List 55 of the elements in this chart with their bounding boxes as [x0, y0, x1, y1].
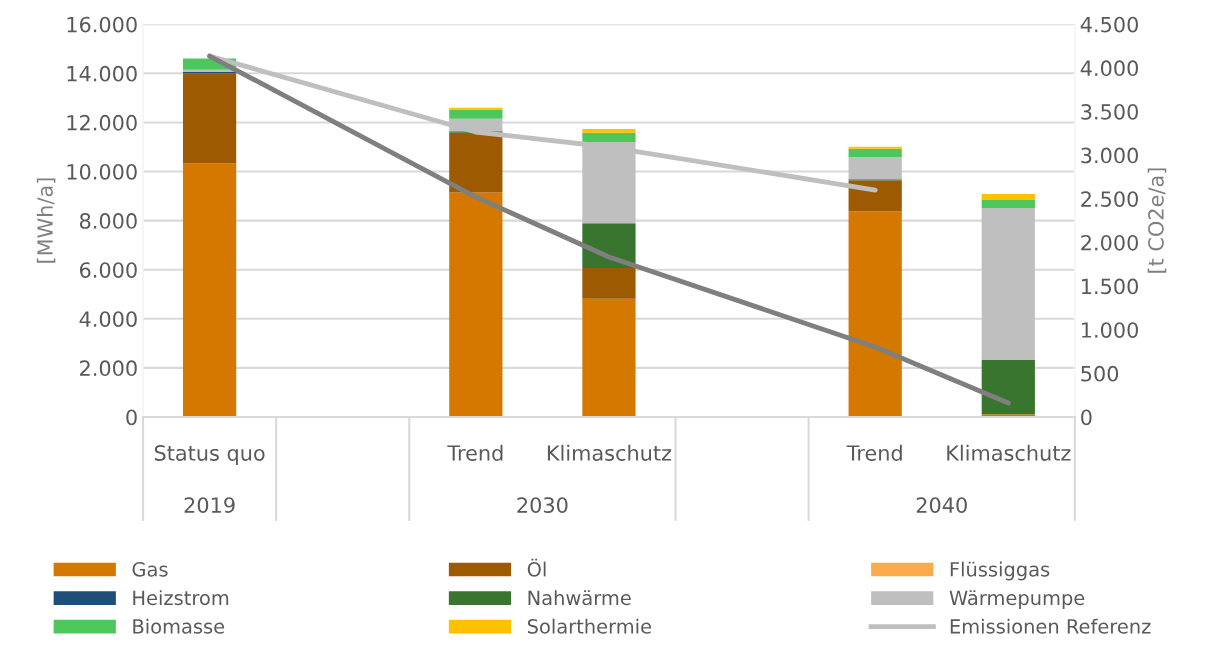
- bar: [981, 199, 1035, 209]
- y2-tick-label: 4.500: [1080, 16, 1138, 33]
- bar: [848, 148, 902, 158]
- y-tick-label: 2.000: [80, 360, 137, 377]
- y-tick-label: 14.000: [67, 65, 137, 82]
- bar: [981, 208, 1035, 361]
- y-tick-label: 6.000: [79, 262, 137, 278]
- y-tick-label: 0: [126, 409, 137, 426]
- bar: [848, 211, 902, 417]
- bar: [582, 298, 636, 417]
- y2-tick-label: 0: [1081, 409, 1092, 426]
- text: 2030: [517, 497, 568, 513]
- y2-tick-label: 1.000: [1082, 322, 1138, 338]
- y2-tick-label: 2.000: [1081, 234, 1138, 251]
- bar: [182, 73, 237, 164]
- y2-tick-label: 3.500: [1081, 103, 1138, 120]
- y2-tick-label: 1.500: [1082, 278, 1138, 295]
- x-tick-label: Trend: [447, 444, 503, 461]
- y-tick-label: 10.000: [67, 163, 137, 180]
- x-tick-label: Status quo: [154, 445, 265, 465]
- legend-label: Flüssiggas: [950, 561, 1050, 581]
- bar: [848, 157, 902, 180]
- legend-label: Öl: [527, 558, 546, 577]
- x-tick-label: Klimaschutz: [547, 444, 672, 461]
- legend-label: Emissionen Referenz: [950, 618, 1151, 634]
- x-tick-label: Trend: [846, 444, 902, 461]
- text: 2040: [916, 497, 967, 513]
- y2-axis-title: [t CO2e/a]: [1147, 168, 1167, 273]
- y2-tick-label: 2.500: [1081, 191, 1138, 207]
- bar: [981, 360, 1035, 415]
- bar: [449, 192, 503, 417]
- bar: [449, 109, 503, 119]
- bar: [182, 163, 237, 417]
- y-tick-label: 12.000: [67, 114, 137, 131]
- y-tick-label: 8.000: [79, 213, 137, 229]
- legend-label: Gas: [132, 561, 168, 577]
- bar: [582, 267, 636, 299]
- y2-tick-label: 3.000: [1081, 147, 1138, 164]
- legend-label: Biomasse: [133, 618, 225, 634]
- bar: [582, 132, 636, 143]
- y-tick-label: 4.000: [79, 311, 137, 327]
- text: 2019: [184, 497, 235, 513]
- bar: [582, 129, 636, 133]
- bar: [981, 194, 1035, 200]
- x-tick-label: Klimaschutz: [947, 444, 1071, 461]
- legend-label: Wärmepumpe: [949, 590, 1085, 609]
- bar: [449, 132, 503, 193]
- y2-tick-label: 500: [1081, 365, 1119, 382]
- line-series: [207, 53, 1011, 406]
- legend-label: Nahwärme: [528, 590, 631, 606]
- y-axis-title: [MWh/a]: [36, 178, 56, 263]
- y2-tick-label: 4.000: [1080, 60, 1138, 77]
- legend-label: Solarthermie: [527, 618, 652, 634]
- legend-label: Heizstrom: [133, 590, 229, 606]
- y-tick-label: 16.000: [67, 16, 137, 33]
